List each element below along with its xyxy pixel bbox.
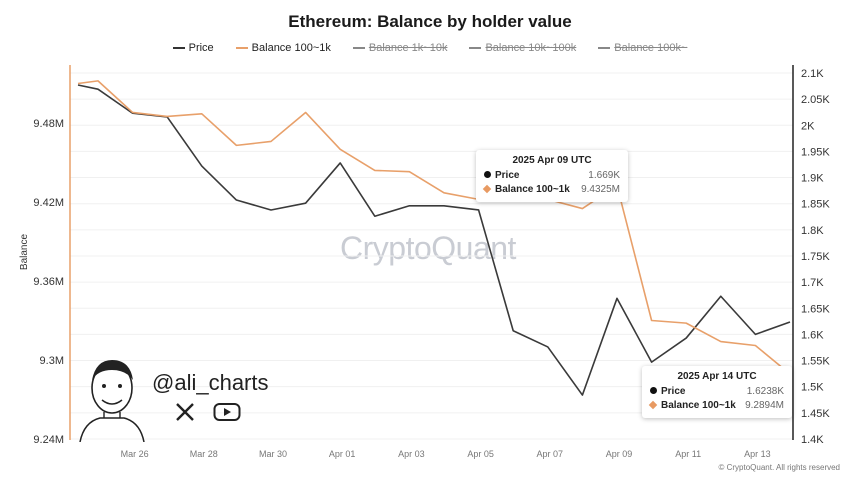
x-tick-label: Apr 03 (398, 449, 425, 459)
legend-item-balance-1k-10k[interactable]: Balance 1k~10k (352, 42, 448, 54)
watermark: CryptoQuant (340, 230, 516, 266)
tooltip-label: Price (661, 386, 686, 397)
price-swatch (172, 47, 185, 49)
tooltip-label: Balance 100~1k (495, 184, 570, 195)
price-dot-icon (484, 171, 491, 178)
price-line (77, 84, 791, 396)
right-y-tick-label: 2K (801, 120, 815, 132)
left-y-tick-label: 9.36M (33, 276, 64, 288)
right-y-tick-label: 1.75K (801, 251, 830, 263)
right-y-tick-label: 1.5K (801, 382, 824, 394)
x-tick-label: Apr 05 (467, 449, 494, 459)
swatch (352, 47, 365, 49)
right-y-tick-label: 2.05K (801, 94, 830, 106)
author-handle: @ali_charts (152, 370, 269, 395)
x-tick-label: Apr 11 (675, 449, 701, 459)
balance-100-1k-line (77, 80, 791, 375)
legend-label: Price (188, 42, 214, 54)
legend-item-price[interactable]: Price (172, 42, 214, 54)
author-avatar-illustration (79, 360, 145, 442)
x-tick-label: Mar 30 (259, 449, 287, 459)
chart-title: Ethereum: Balance by holder value (288, 12, 572, 31)
left-y-tick-label: 9.48M (33, 118, 64, 130)
tooltip-date: 2025 Apr 09 UTC (512, 155, 592, 166)
legend-item-balance-100k[interactable]: Balance 100k~ (598, 42, 687, 54)
right-y-tick-label: 1.85K (801, 199, 830, 211)
tooltip-value: 1.669K (588, 170, 620, 181)
right-y-tick-label: 1.9K (801, 173, 824, 185)
left-y-tick-label: 9.42M (33, 197, 64, 209)
x-twitter-icon[interactable] (175, 402, 195, 422)
tooltip-label: Balance 100~1k (661, 400, 736, 411)
tooltip-date: 2025 Apr 14 UTC (677, 371, 757, 382)
legend-item-balance-10k-100k[interactable]: Balance 10k~100k (469, 42, 576, 54)
social-links (175, 402, 241, 422)
tooltip-apr-14: 2025 Apr 14 UTC Price 1.6238K Balance 100… (642, 366, 792, 418)
copyright-footer: © CryptoQuant. All rights reserved (718, 463, 841, 472)
swatch (469, 47, 482, 49)
right-y-tick-label: 1.65K (801, 303, 830, 315)
balance-swatch (235, 47, 248, 49)
left-y-tick-label: 9.3M (40, 355, 64, 367)
swatch (598, 47, 611, 49)
x-tick-label: Apr 09 (606, 449, 633, 459)
tooltip-value: 1.6238K (746, 386, 784, 397)
youtube-icon[interactable] (213, 402, 241, 422)
right-y-tick-label: 1.55K (801, 356, 830, 368)
right-y-tick-label: 1.6K (801, 329, 824, 341)
right-y-tick-label: 1.4K (801, 434, 824, 446)
x-tick-label: Apr 13 (744, 449, 771, 459)
x-tick-label: Apr 07 (537, 449, 564, 459)
x-tick-label: Mar 28 (190, 449, 218, 459)
price-dot-icon (650, 387, 657, 394)
balance-diamond-icon (482, 184, 492, 194)
balance-diamond-icon (648, 400, 658, 410)
right-y-tick-label: 2.1K (801, 68, 824, 80)
x-tick-label: Apr 01 (329, 449, 356, 459)
legend-label: Balance 100k~ (614, 42, 688, 54)
tooltip-apr-09: 2025 Apr 09 UTC Price 1.669K Balance 100~… (476, 150, 628, 202)
tooltip-label: Price (495, 170, 520, 181)
left-y-tick-label: 9.24M (33, 434, 64, 446)
legend: Price Balance 100~1k Balance 1k~10k Bala… (0, 42, 860, 54)
tooltip-value: 9.2894M (745, 400, 784, 411)
right-y-tick-label: 1.8K (801, 225, 824, 237)
x-tick-label: Mar 26 (121, 449, 149, 459)
right-y-tick-label: 1.45K (801, 408, 830, 420)
right-y-tick-label: 1.7K (801, 277, 824, 289)
legend-label: Balance 1k~10k (368, 42, 448, 54)
legend-label: Balance 10k~100k (485, 42, 577, 54)
legend-label: Balance 100~1k (251, 42, 331, 54)
right-y-tick-label: 1.95K (801, 146, 830, 158)
legend-item-balance-100-1k[interactable]: Balance 100~1k (235, 42, 331, 54)
y-axis-title: Balance (19, 233, 30, 270)
tooltip-value: 9.4325M (581, 184, 620, 195)
